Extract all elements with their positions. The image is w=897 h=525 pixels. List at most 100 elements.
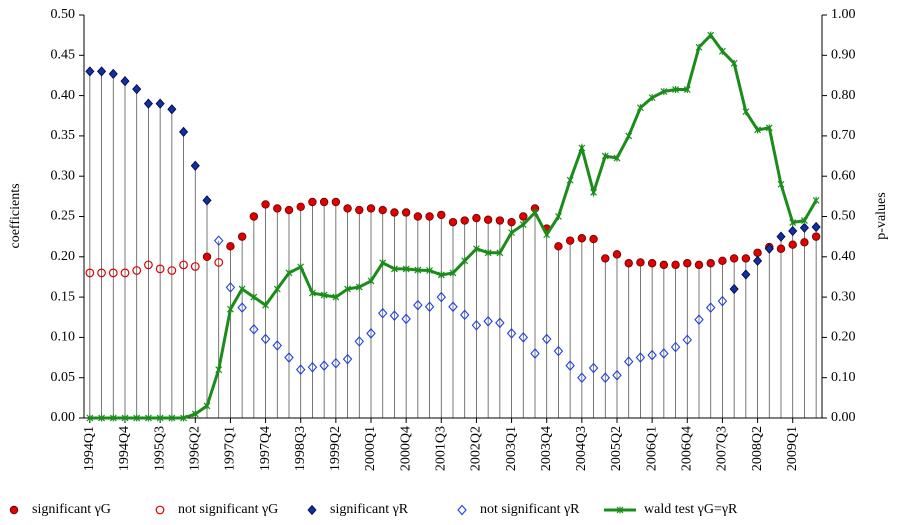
point (179, 260, 188, 270)
point (436, 291, 447, 303)
x-tick-label: 2006Q1 (644, 426, 659, 471)
point (413, 299, 423, 311)
point (553, 345, 564, 357)
point (647, 259, 657, 268)
point (543, 231, 551, 239)
point (777, 180, 785, 188)
point (249, 324, 259, 335)
point (355, 283, 363, 291)
point (659, 260, 669, 270)
y2-axis-title: p-values (874, 192, 889, 239)
point (225, 282, 236, 293)
point (588, 362, 599, 374)
point (695, 43, 703, 51)
point (683, 259, 692, 268)
point (121, 414, 129, 422)
y-tick-label: 0.30 (51, 168, 76, 183)
point (319, 197, 329, 207)
point (459, 309, 470, 321)
point (718, 256, 727, 266)
point (179, 126, 189, 137)
point (332, 293, 340, 301)
legend-label: significant γG (32, 502, 111, 517)
point (273, 204, 282, 213)
point (190, 262, 200, 271)
point (344, 285, 351, 293)
point (308, 197, 317, 207)
y2-tick-label: 0.80 (831, 88, 856, 103)
point (776, 231, 786, 242)
y-tick-label: 0.00 (51, 410, 76, 425)
x-tick-label: 2000Q1 (363, 426, 378, 471)
point (495, 216, 505, 225)
point (143, 98, 153, 109)
point (800, 238, 809, 247)
point (309, 289, 316, 297)
point (601, 254, 610, 263)
point (355, 205, 364, 215)
point (636, 258, 645, 267)
point (133, 414, 141, 422)
point (742, 108, 750, 116)
point (647, 349, 657, 361)
x-tick-label: 1998Q3 (293, 426, 308, 471)
point (457, 504, 467, 516)
point (319, 360, 329, 371)
point (729, 283, 739, 295)
point (273, 285, 281, 293)
point (144, 260, 153, 270)
x-tick-label: 2004Q3 (574, 426, 589, 471)
point (729, 254, 739, 263)
legend-label: not significant γR (480, 502, 580, 517)
point (495, 317, 505, 329)
point (155, 505, 165, 515)
y2-tick-label: 0.30 (831, 289, 856, 304)
point (262, 301, 269, 309)
y2-tick-label: 0.10 (831, 370, 856, 385)
point (613, 154, 621, 162)
point (730, 59, 738, 67)
point (508, 229, 515, 237)
y2-tick-label: 0.60 (831, 168, 856, 183)
point (86, 414, 94, 422)
point (167, 266, 177, 275)
point (307, 361, 318, 373)
point (637, 104, 644, 112)
y-tick-label: 0.10 (51, 330, 76, 345)
point (754, 126, 761, 134)
point (155, 98, 165, 109)
point (426, 267, 433, 275)
point (424, 301, 435, 313)
point (694, 314, 704, 325)
point (811, 232, 821, 241)
point (717, 295, 728, 307)
point (85, 66, 95, 77)
point (789, 219, 797, 227)
x-tick-label: 2006Q4 (680, 426, 695, 471)
point (132, 84, 142, 95)
point (215, 366, 223, 374)
point (120, 268, 130, 278)
point (377, 307, 388, 319)
point (226, 242, 235, 251)
point (566, 176, 574, 184)
point (473, 245, 480, 253)
point (589, 234, 598, 244)
point (565, 360, 575, 371)
point (484, 249, 492, 257)
point (811, 221, 821, 233)
point (590, 188, 597, 196)
point (168, 414, 176, 422)
x-tick-label: 2001Q3 (434, 426, 449, 471)
point (461, 257, 469, 265)
y2-tick-label: 1.00 (831, 7, 856, 22)
point (776, 244, 786, 253)
y2-tick-label: 0.20 (831, 330, 856, 345)
point (612, 369, 622, 381)
point (295, 364, 306, 375)
point (719, 47, 726, 55)
point (367, 277, 375, 285)
point (180, 414, 187, 422)
y2-tick-label: 0.70 (831, 128, 856, 143)
